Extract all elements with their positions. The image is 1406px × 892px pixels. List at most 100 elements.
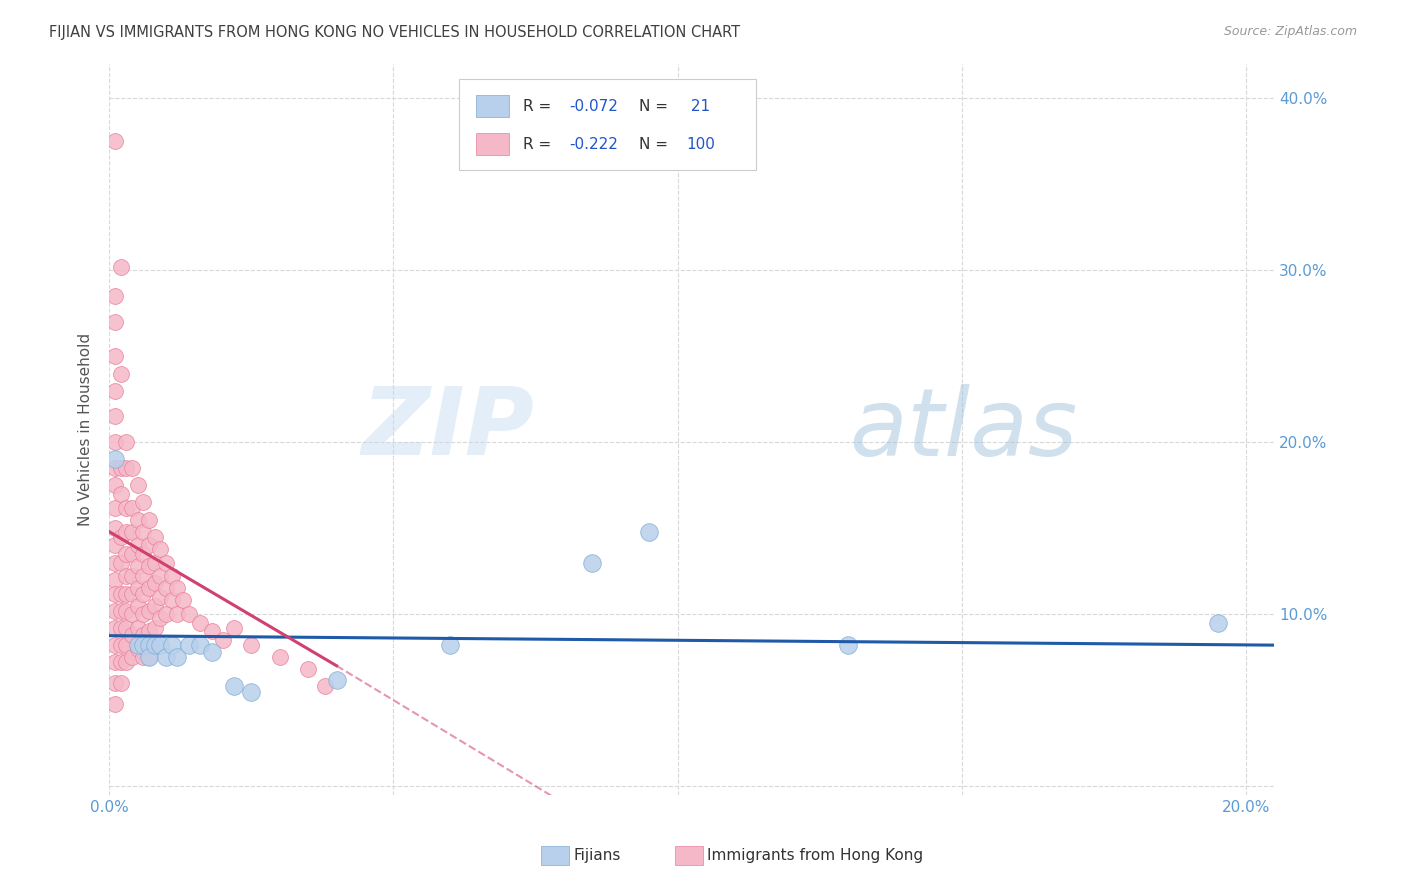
Point — [104, 521, 127, 535]
Point — [115, 656, 138, 670]
Point — [115, 547, 138, 561]
Point — [121, 650, 143, 665]
Point — [110, 621, 132, 635]
Point — [104, 384, 127, 398]
Point — [115, 500, 138, 515]
Point — [297, 662, 319, 676]
Point — [104, 500, 127, 515]
Point — [143, 638, 166, 652]
Point — [127, 638, 149, 652]
Point — [224, 679, 246, 693]
Text: Fijians: Fijians — [574, 848, 621, 863]
Point — [240, 684, 263, 698]
Point — [104, 461, 127, 475]
Point — [138, 559, 160, 574]
FancyBboxPatch shape — [458, 78, 756, 170]
Point — [104, 621, 127, 635]
Point — [143, 576, 166, 591]
Point — [138, 582, 160, 596]
Point — [325, 673, 347, 687]
Point — [240, 638, 263, 652]
Point — [104, 538, 127, 552]
Point — [127, 538, 149, 552]
Point — [166, 607, 188, 622]
Point — [314, 679, 336, 693]
Text: Source: ZipAtlas.com: Source: ZipAtlas.com — [1223, 25, 1357, 38]
FancyBboxPatch shape — [477, 134, 509, 155]
Point — [166, 650, 188, 665]
Point — [121, 607, 143, 622]
Text: -0.222: -0.222 — [569, 137, 619, 152]
Text: 21: 21 — [686, 99, 710, 114]
Point — [224, 621, 246, 635]
Point — [104, 478, 127, 492]
Point — [132, 524, 155, 539]
Point — [104, 349, 127, 363]
Point — [121, 500, 143, 515]
Point — [127, 559, 149, 574]
Point — [104, 573, 127, 587]
Point — [104, 435, 127, 450]
Point — [121, 586, 143, 600]
Point — [200, 645, 222, 659]
Point — [138, 624, 160, 639]
Point — [127, 641, 149, 656]
Point — [104, 135, 127, 149]
Point — [132, 569, 155, 583]
Text: N =: N = — [640, 137, 673, 152]
Point — [121, 524, 143, 539]
Point — [155, 556, 177, 570]
Point — [127, 621, 149, 635]
Point — [104, 676, 127, 690]
Point — [110, 367, 132, 381]
Text: R =: R = — [523, 137, 555, 152]
Point — [149, 590, 172, 604]
Point — [110, 556, 132, 570]
Point — [138, 513, 160, 527]
Point — [149, 541, 172, 556]
Point — [104, 604, 127, 618]
Point — [132, 638, 155, 652]
Point — [110, 260, 132, 274]
Point — [155, 582, 177, 596]
Point — [166, 582, 188, 596]
Point — [132, 586, 155, 600]
Point — [121, 547, 143, 561]
Point — [115, 524, 138, 539]
Point — [188, 638, 211, 652]
Point — [127, 513, 149, 527]
Point — [138, 638, 160, 652]
Point — [127, 582, 149, 596]
Point — [104, 289, 127, 303]
Point — [138, 650, 160, 665]
Point — [143, 599, 166, 613]
Text: Immigrants from Hong Kong: Immigrants from Hong Kong — [707, 848, 924, 863]
Point — [110, 676, 132, 690]
Point — [115, 586, 138, 600]
Point — [138, 538, 160, 552]
Point — [115, 621, 138, 635]
Point — [138, 650, 160, 665]
Text: N =: N = — [640, 99, 673, 114]
Point — [149, 569, 172, 583]
Point — [160, 638, 183, 652]
Point — [149, 610, 172, 624]
Point — [132, 495, 155, 509]
Point — [115, 435, 138, 450]
Point — [155, 607, 177, 622]
FancyBboxPatch shape — [477, 95, 509, 118]
Point — [581, 556, 603, 570]
Point — [172, 593, 194, 607]
Point — [837, 638, 859, 652]
Text: ZIP: ZIP — [361, 384, 534, 475]
Point — [115, 638, 138, 652]
Point — [132, 547, 155, 561]
Point — [439, 638, 461, 652]
Point — [149, 638, 172, 652]
Point — [177, 638, 200, 652]
Point — [155, 650, 177, 665]
Point — [121, 569, 143, 583]
Point — [104, 556, 127, 570]
Point — [212, 632, 235, 647]
Point — [115, 461, 138, 475]
